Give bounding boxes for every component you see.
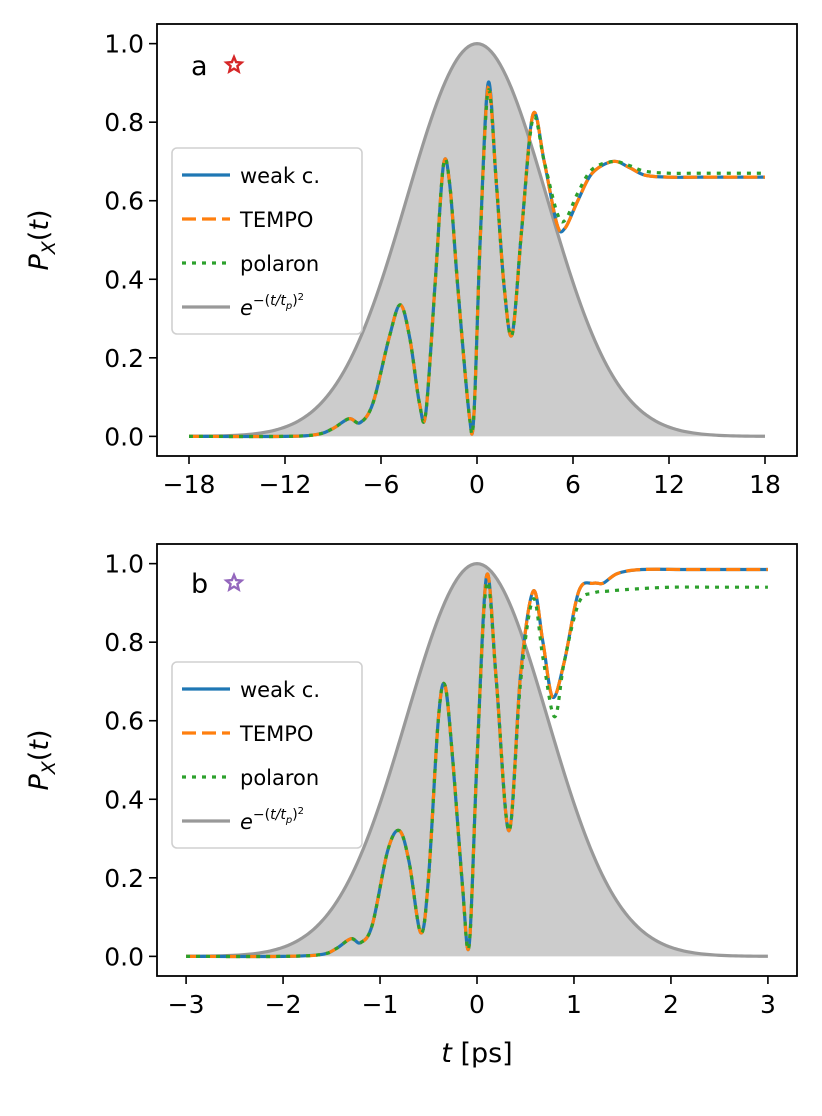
legend-label: weak c.: [240, 164, 320, 188]
x-tick-label: −3: [168, 990, 205, 1019]
x-tick-label: −18: [163, 470, 216, 499]
x-tick-label: 6: [565, 470, 581, 499]
x-tick-label: −2: [265, 990, 302, 1019]
x-tick-label: 2: [663, 990, 679, 1019]
x-tick-label: 18: [749, 470, 781, 499]
x-tick-label: 12: [653, 470, 685, 499]
y-tick-label: 1.0: [104, 550, 144, 579]
legend-label: TEMPO: [239, 208, 313, 232]
legend-label-gaussian: e−(t/tp)2: [240, 292, 304, 320]
x-axis-label: t [ps]: [441, 1038, 512, 1069]
panel-label: a: [191, 51, 208, 82]
y-tick-label: 0.6: [104, 187, 144, 216]
star-marker: [223, 53, 245, 74]
y-tick-label: 0.4: [104, 785, 144, 814]
x-tick-label: −1: [362, 990, 399, 1019]
y-tick-label: 0.0: [104, 942, 144, 971]
y-tick-label: 0.8: [104, 108, 144, 137]
x-tick-label: −6: [363, 470, 400, 499]
panel-b: −3 −2 −1 0 1 2 3 0.0 0.2 0.4 0.6 0.8 1.0 PX(t) t [ps] b…: [24, 543, 798, 1069]
legend-label: TEMPO: [239, 722, 313, 746]
x-tick-label: −12: [259, 470, 312, 499]
panel-label: b: [191, 569, 208, 600]
gaussian-line: [186, 562, 768, 958]
legend-box: [171, 147, 363, 335]
x-tick-label: 1: [566, 990, 582, 1019]
panel-a: −18 −12 −6 0 6 12 18 0.0 0.2 0.4 0.6 0.8 1.0 PX(t) a we…: [24, 23, 798, 499]
gaussian-fill: [189, 43, 765, 437]
y-tick-label: 0.8: [104, 628, 144, 657]
y-axis-label: PX(t): [24, 209, 60, 270]
x-tick-label: 0: [469, 470, 485, 499]
legend-label: weak c.: [240, 678, 320, 702]
gaussian-line: [188, 42, 766, 438]
legend-box: [171, 661, 363, 849]
series-line-tempo: [188, 84, 765, 439]
y-tick-label: 0.4: [104, 265, 144, 294]
x-tick-label: 0: [469, 990, 485, 1019]
y-tick-label: 0.0: [104, 422, 144, 451]
legend-label: polaron: [240, 766, 319, 790]
star-marker: [223, 571, 245, 592]
y-tick-label: 0.2: [104, 864, 144, 893]
y-axis-label: PX(t): [24, 729, 60, 790]
series-line-polaron: [186, 580, 768, 959]
y-tick-label: 0.2: [104, 344, 144, 373]
y-tick-label: 1.0: [104, 30, 144, 59]
legend-label-gaussian: e−(t/tp)2: [240, 806, 304, 834]
legend-label: polaron: [240, 252, 319, 276]
y-tick-label: 0.6: [104, 707, 144, 736]
x-tick-label: 3: [760, 990, 776, 1019]
